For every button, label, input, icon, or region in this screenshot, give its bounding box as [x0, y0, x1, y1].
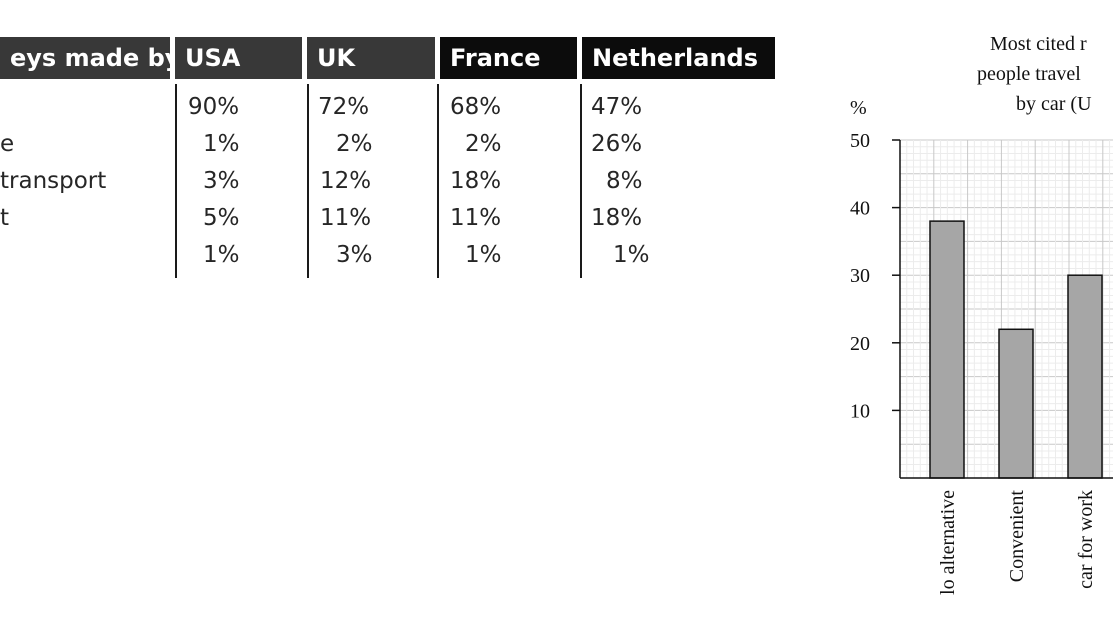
table-cell: 72% — [318, 94, 370, 120]
table-cell: 1% — [203, 131, 240, 157]
table-cell: 5% — [203, 205, 240, 231]
chart-bar — [998, 328, 1034, 479]
table-header-netherlands: Netherlands — [582, 37, 775, 79]
chart-bar — [1067, 274, 1103, 479]
table-header-france: France — [440, 37, 577, 79]
table-header-usa: USA — [175, 37, 302, 79]
table-cell: 47% — [591, 94, 643, 120]
table-cell: 1% — [613, 242, 650, 268]
table-cell: 18% — [591, 205, 643, 231]
table-header-uk: UK — [307, 37, 435, 79]
chart-title-line: people travel — [977, 63, 1081, 85]
table-row-label: e — [0, 131, 15, 157]
column-divider — [437, 84, 439, 278]
table-cell: 2% — [336, 131, 373, 157]
table-cell: 11% — [450, 205, 502, 231]
y-tick-label: 50 — [850, 130, 870, 152]
table-cell: 3% — [203, 168, 240, 194]
y-tick-label: 30 — [850, 265, 870, 287]
table-header-label: eys made by: — [0, 37, 170, 79]
y-tick-label: 20 — [850, 333, 870, 355]
table-cell: 1% — [465, 242, 502, 268]
table-cell: 8% — [606, 168, 643, 194]
column-divider — [580, 84, 582, 278]
reasons-bar-chart: Most cited r people travel by car (U % 1… — [820, 0, 1113, 619]
x-category-label: Convenient — [1006, 490, 1028, 583]
column-divider — [307, 84, 309, 278]
table-row-label: t — [0, 205, 10, 231]
table-cell: 1% — [203, 242, 240, 268]
table-row-label: transport — [0, 168, 107, 194]
column-divider — [175, 84, 177, 278]
y-tick-label: 10 — [850, 400, 870, 422]
y-tick-label: 40 — [850, 198, 870, 220]
x-category-label: lo alternative — [937, 490, 959, 595]
table-cell: 90% — [188, 94, 240, 120]
chart-title-line: Most cited r — [990, 33, 1087, 55]
chart-canvas: Most cited r people travel by car (U % 1… — [850, 33, 1113, 595]
chart-axes: 10 20 30 40 50 lo alternative Convenient car fo… — [850, 130, 1113, 595]
table-cell: 26% — [591, 131, 643, 157]
table-cell: 68% — [450, 94, 502, 120]
table-cell: 2% — [465, 131, 502, 157]
chart-title-line: by car (U — [1016, 93, 1092, 115]
chart-bars — [929, 220, 1103, 479]
table-cell: 3% — [336, 242, 373, 268]
table-cell: 11% — [320, 205, 372, 231]
table-cell: 12% — [320, 168, 372, 194]
table-cell: 18% — [450, 168, 502, 194]
y-axis-unit: % — [850, 97, 867, 119]
x-category-label: car for work — [1075, 490, 1097, 589]
travel-mode-table: eys made by: USA UK France Netherlands 9… — [0, 0, 780, 300]
chart-bar — [929, 220, 965, 479]
